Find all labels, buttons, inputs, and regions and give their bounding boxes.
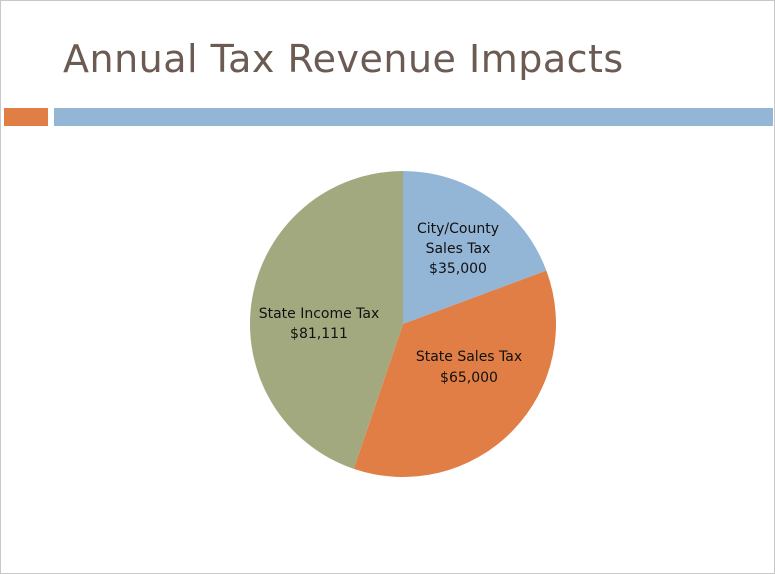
accent-bar-orange (4, 108, 48, 126)
slice-label-3-line-1: State Income Tax (259, 306, 380, 322)
pie-slices (250, 171, 556, 477)
pie-slice-2 (353, 270, 556, 477)
slide-title: Annual Tax Revenue Impacts (63, 37, 624, 81)
slice-label-1-line-1: City/County (417, 221, 499, 237)
slice-label-1-line-2: Sales Tax (426, 241, 491, 257)
slice-label-2-line-1: State Sales Tax (416, 349, 522, 365)
pie-slice-1 (403, 171, 547, 324)
accent-bar-blue (54, 108, 773, 126)
slice-value-label-3: $81,111 (290, 326, 348, 342)
pie-labels: City/County Sales Tax $35,000 State Sales T… (259, 221, 522, 386)
slice-value-label-2: $65,000 (440, 370, 498, 386)
slice-value-label-1: $35,000 (429, 261, 487, 277)
pie-slice-3 (250, 171, 403, 469)
